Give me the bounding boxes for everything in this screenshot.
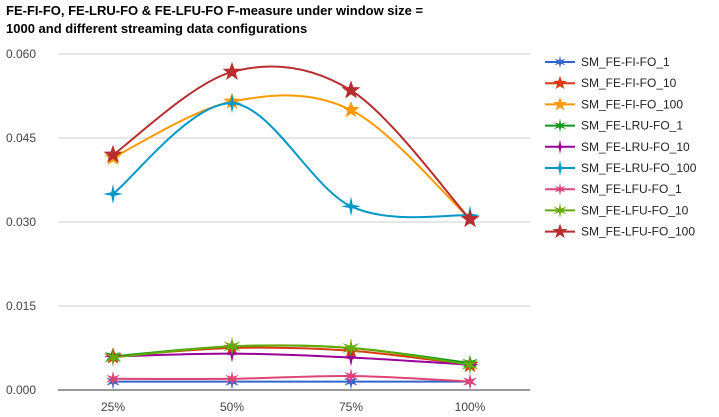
data-point xyxy=(341,80,361,99)
legend-marker xyxy=(553,76,567,90)
data-point xyxy=(222,93,242,114)
legend-marker xyxy=(552,139,568,154)
data-point xyxy=(460,209,480,228)
data-point xyxy=(104,347,122,368)
legend-item: SM_FE-LRU-FO_100 xyxy=(545,160,697,176)
data-point xyxy=(103,144,123,163)
legend-item: SM_FE-FI-FO_10 xyxy=(545,76,677,90)
legend-marker xyxy=(554,182,566,196)
legend-item: SM_FE-LFU-FO_1 xyxy=(545,182,682,196)
legend-item: SM_FE-LRU-FO_1 xyxy=(545,118,683,133)
series-line xyxy=(112,65,471,220)
legend-marker xyxy=(554,55,566,69)
legend-marker xyxy=(552,223,568,239)
series-lines xyxy=(103,61,480,390)
data-point xyxy=(344,368,358,384)
x-tick-label: 100% xyxy=(455,400,486,414)
gridlines xyxy=(58,53,530,391)
series-sm-fe-lfu-fo-1 xyxy=(106,368,477,390)
x-tick-label: 50% xyxy=(220,400,244,414)
series-line xyxy=(112,94,471,220)
series-line xyxy=(112,344,471,366)
series-sm-fe-fi-fo-1 xyxy=(106,373,477,390)
data-point xyxy=(103,184,123,204)
data-point xyxy=(106,370,120,387)
y-axis-ticks: 0.000 0.015 0.030 0.045 0.060 xyxy=(6,47,36,397)
data-point xyxy=(225,370,239,387)
series-sm-fe-lfu-fo-10 xyxy=(104,336,479,375)
data-point xyxy=(223,336,241,357)
x-axis-ticks: 25% 50% 75% 100% xyxy=(101,400,486,414)
x-tick-label: 75% xyxy=(339,400,363,414)
legend-label: SM_FE-FI-FO_100 xyxy=(581,97,683,111)
legend-item: SM_FE-LFU-FO_10 xyxy=(545,202,689,219)
legend-item: SM_FE-LFU-FO_100 xyxy=(545,223,695,239)
legend-item: SM_FE-FI-FO_100 xyxy=(545,97,683,111)
legend-marker xyxy=(553,118,567,133)
y-tick-label: 0.000 xyxy=(6,383,36,397)
series-sm-fe-lfu-fo-100 xyxy=(103,61,480,228)
legend-label: SM_FE-FI-FO_10 xyxy=(581,76,677,90)
legend-label: SM_FE-FI-FO_1 xyxy=(581,55,670,69)
series-line xyxy=(112,102,471,219)
x-tick-label: 25% xyxy=(101,400,125,414)
legend-label: SM_FE-LFU-FO_100 xyxy=(581,225,695,239)
legend-marker xyxy=(553,97,567,111)
legend-item: SM_FE-FI-FO_1 xyxy=(545,55,670,69)
legend-label: SM_FE-LRU-FO_10 xyxy=(581,140,690,154)
legend-marker xyxy=(553,202,567,219)
y-tick-label: 0.060 xyxy=(6,47,36,61)
data-point xyxy=(342,338,360,358)
legend-label: SM_FE-LRU-FO_100 xyxy=(581,161,697,175)
legend-label: SM_FE-LFU-FO_1 xyxy=(581,182,682,196)
y-tick-label: 0.045 xyxy=(6,131,36,145)
series-line xyxy=(112,374,471,383)
data-point xyxy=(463,373,477,390)
data-point xyxy=(341,196,361,217)
data-point xyxy=(461,354,479,375)
data-point xyxy=(342,101,360,118)
legend-label: SM_FE-LFU-FO_10 xyxy=(581,203,689,217)
y-tick-label: 0.015 xyxy=(6,299,36,313)
legend-item: SM_FE-LRU-FO_10 xyxy=(545,139,690,154)
y-tick-label: 0.030 xyxy=(6,215,36,229)
chart-title: FE-FI-FO, FE-LRU-FO & FE-LFU-FO F-measur… xyxy=(6,3,424,36)
legend-marker xyxy=(552,160,568,176)
legend-label: SM_FE-LRU-FO_1 xyxy=(581,119,683,133)
series-sm-fe-lru-fo-100 xyxy=(103,93,480,226)
legend: SM_FE-FI-FO_1 SM_FE-FI-FO_10 SM_FE-FI-FO_1… xyxy=(545,55,697,239)
data-point xyxy=(222,61,242,81)
series-line xyxy=(112,352,471,366)
series-sm-fe-fi-fo-100 xyxy=(104,92,479,227)
